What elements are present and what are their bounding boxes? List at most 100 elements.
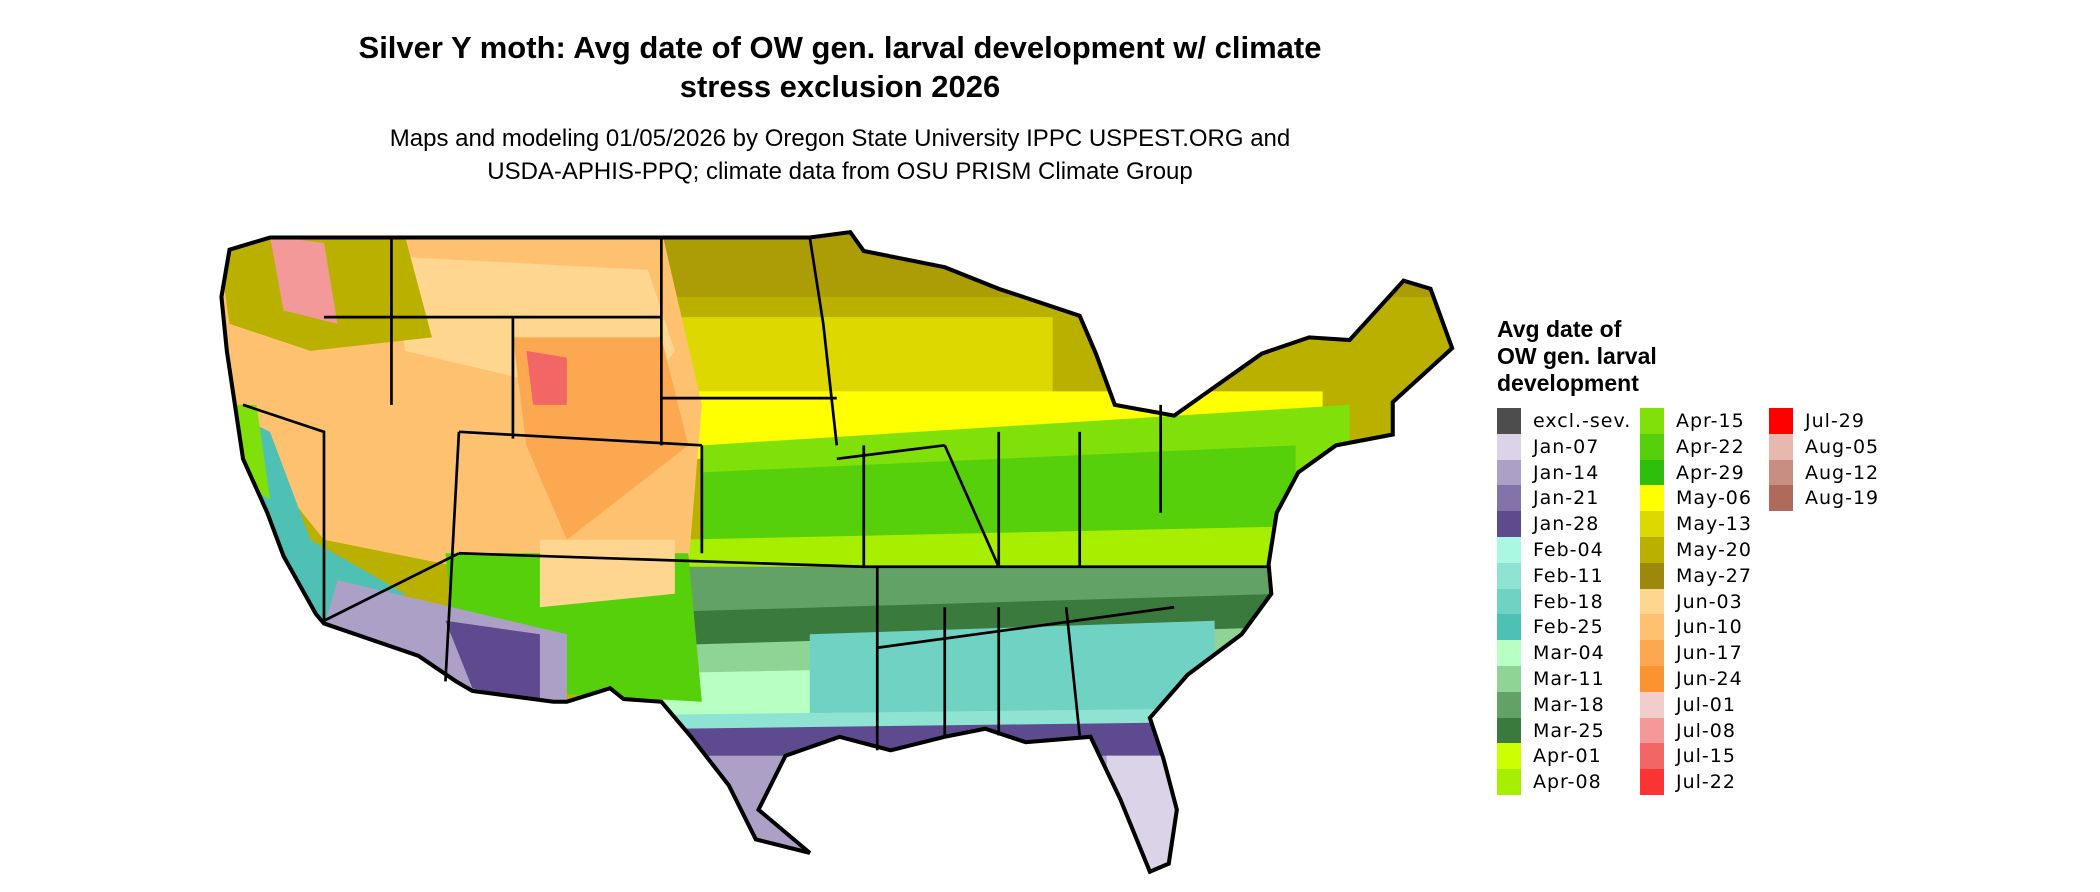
legend-swatch — [1640, 408, 1664, 434]
legend-swatch — [1640, 459, 1664, 486]
legend-label: Jun-10 — [1676, 616, 1743, 639]
legend-label: Jul-22 — [1676, 771, 1736, 794]
legend-item: Jun-10 — [1640, 614, 1743, 641]
legend-item: May-06 — [1640, 485, 1752, 512]
legend-label: Jul-08 — [1676, 719, 1736, 742]
legend-item: Mar-11 — [1497, 666, 1605, 692]
legend-label: Aug-19 — [1805, 487, 1880, 510]
legend-swatch — [1769, 408, 1793, 434]
legend-item: Feb-25 — [1497, 614, 1604, 641]
legend-label: Apr-08 — [1533, 771, 1602, 794]
legend-item: Jan-28 — [1497, 511, 1600, 538]
legend-swatch — [1640, 537, 1664, 563]
legend-label: May-13 — [1676, 513, 1752, 536]
legend-label: Mar-25 — [1533, 719, 1605, 742]
legend-item: Jan-21 — [1497, 485, 1600, 512]
legend-label: Feb-18 — [1533, 590, 1604, 613]
state-borders — [242, 237, 1269, 751]
legend-item: Jul-08 — [1640, 717, 1736, 744]
legend-item: May-20 — [1640, 537, 1752, 563]
legend-label: Aug-05 — [1805, 435, 1880, 458]
map-title-line1: Silver Y moth: Avg date of OW gen. larva… — [358, 30, 1322, 65]
legend-swatch — [1769, 433, 1793, 460]
legend-swatch — [1640, 743, 1664, 770]
legend-label: Jul-01 — [1676, 693, 1736, 716]
legend-swatch — [1769, 459, 1793, 486]
legend-label: Jan-28 — [1533, 513, 1600, 536]
legend-swatch — [1769, 485, 1793, 512]
legend-label: May-06 — [1676, 487, 1752, 510]
legend-swatch — [1640, 640, 1664, 667]
legend-swatch — [1497, 717, 1521, 744]
legend-item: Jun-03 — [1640, 588, 1743, 615]
legend-label: Jan-07 — [1533, 435, 1600, 458]
legend-label: Jun-03 — [1676, 590, 1743, 613]
legend-swatch — [1640, 562, 1664, 589]
legend-item: Jan-07 — [1497, 433, 1600, 460]
legend-item: Apr-29 — [1640, 459, 1745, 486]
legend-item: Aug-19 — [1769, 485, 1880, 512]
legend-swatch — [1497, 408, 1521, 434]
legend-label: Jun-17 — [1676, 642, 1743, 665]
legend-item: Apr-01 — [1497, 743, 1602, 770]
legend-item: excl.-sev. — [1497, 408, 1631, 434]
legend-label: May-27 — [1676, 564, 1752, 587]
legend-item: Aug-12 — [1769, 459, 1880, 486]
legend-label: Apr-01 — [1533, 745, 1602, 768]
legend-swatch — [1640, 485, 1664, 512]
legend-label: Mar-04 — [1533, 642, 1605, 665]
legend-label: Apr-22 — [1676, 435, 1745, 458]
legend-item: Jun-17 — [1640, 640, 1743, 667]
legend-label: Feb-25 — [1533, 616, 1604, 639]
legend-item: Apr-08 — [1497, 769, 1602, 796]
legend-swatch — [1497, 640, 1521, 667]
legend-item: Jul-01 — [1640, 691, 1736, 718]
legend-swatch — [1497, 588, 1521, 615]
legend-item: Jul-15 — [1640, 743, 1736, 770]
legend-item: May-27 — [1640, 562, 1752, 589]
map-subtitle-line1: Maps and modeling 01/05/2026 by Oregon S… — [389, 125, 1291, 152]
legend-label: Apr-29 — [1676, 461, 1745, 484]
legend-item: Feb-11 — [1497, 562, 1604, 589]
legend-swatch — [1497, 485, 1521, 512]
legend-label: Jan-14 — [1533, 461, 1600, 484]
legend-item: Apr-22 — [1640, 433, 1745, 460]
legend-label: excl.-sev. — [1533, 410, 1632, 432]
legend-swatch — [1497, 537, 1521, 563]
legend-title-line3: development — [1497, 370, 1639, 396]
legend-swatch — [1497, 743, 1521, 770]
legend-swatch — [1640, 691, 1664, 718]
legend-label: Mar-11 — [1533, 668, 1605, 690]
legend-item: Mar-18 — [1497, 691, 1605, 718]
map-title: Silver Y moth: Avg date of OW gen. larva… — [240, 28, 1440, 106]
legend-label: Jul-15 — [1676, 745, 1736, 768]
legend-item: Feb-18 — [1497, 588, 1604, 615]
legend-label: May-20 — [1676, 539, 1752, 561]
legend-title-line2: OW gen. larval — [1497, 343, 1657, 369]
legend-item: Jul-22 — [1640, 769, 1736, 796]
legend-item: Aug-05 — [1769, 433, 1880, 460]
legend-label: Jul-29 — [1805, 410, 1865, 432]
legend-title-line1: Avg date of — [1497, 316, 1622, 342]
map-title-line2: stress exclusion 2026 — [679, 69, 1001, 104]
legend-swatch — [1497, 769, 1521, 796]
legend-swatch — [1640, 717, 1664, 744]
legend-label: Aug-12 — [1805, 461, 1880, 484]
map-subtitle-line2: USDA-APHIS-PPQ; climate data from OSU PR… — [487, 158, 1193, 185]
legend-swatch — [1497, 691, 1521, 718]
legend-label: Jan-21 — [1533, 487, 1600, 510]
legend-swatch — [1497, 614, 1521, 641]
legend-title: Avg date of OW gen. larval development — [1497, 316, 1657, 397]
legend-label: Feb-04 — [1533, 539, 1604, 561]
legend-item: May-13 — [1640, 511, 1752, 538]
legend-swatch — [1497, 511, 1521, 538]
legend-swatch — [1640, 511, 1664, 538]
legend-swatch — [1497, 562, 1521, 589]
legend-swatch — [1640, 588, 1664, 615]
legend-item: Mar-04 — [1497, 640, 1605, 667]
legend-item: Jul-29 — [1769, 408, 1865, 434]
legend-label: Mar-18 — [1533, 693, 1605, 716]
legend-item: Apr-15 — [1640, 408, 1745, 434]
legend-item: Jan-14 — [1497, 459, 1600, 486]
